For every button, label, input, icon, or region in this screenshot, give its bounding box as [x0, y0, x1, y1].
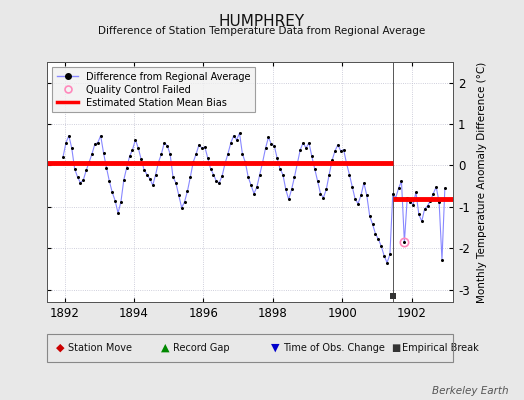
Legend: Difference from Regional Average, Quality Control Failed, Estimated Station Mean: Difference from Regional Average, Qualit…: [52, 67, 255, 112]
Text: Difference of Station Temperature Data from Regional Average: Difference of Station Temperature Data f…: [99, 26, 425, 36]
Text: Berkeley Earth: Berkeley Earth: [432, 386, 508, 396]
Text: ■: ■: [391, 343, 400, 353]
Text: Time of Obs. Change: Time of Obs. Change: [283, 343, 385, 353]
Text: ◆: ◆: [56, 343, 64, 353]
Text: ▲: ▲: [161, 343, 169, 353]
Y-axis label: Monthly Temperature Anomaly Difference (°C): Monthly Temperature Anomaly Difference (…: [477, 61, 487, 303]
Text: HUMPHREY: HUMPHREY: [219, 14, 305, 29]
Text: Station Move: Station Move: [68, 343, 132, 353]
Text: Empirical Break: Empirical Break: [402, 343, 479, 353]
Text: Record Gap: Record Gap: [173, 343, 230, 353]
Text: ▼: ▼: [271, 343, 279, 353]
